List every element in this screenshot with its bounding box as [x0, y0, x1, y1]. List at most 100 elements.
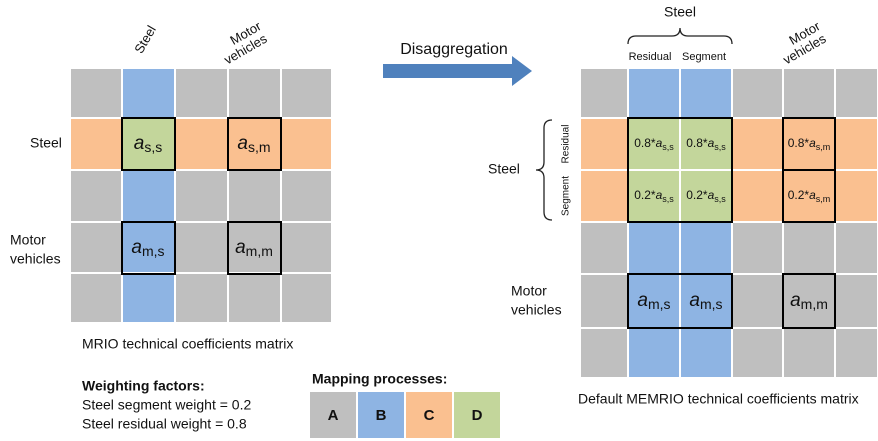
label: C [424, 407, 435, 424]
coefficient-subscript: s,s [662, 194, 674, 204]
matrix-cell [679, 327, 733, 379]
coefficient: as,s [134, 133, 162, 155]
coefficient-subscript: s,s [714, 142, 726, 152]
arrow [383, 56, 532, 86]
coefficient: 0.2*as,m [788, 188, 831, 204]
matrix-cell [227, 169, 282, 223]
matrix-cell [121, 272, 176, 324]
coefficient-symbol: a [708, 136, 715, 150]
matrix-cell [579, 327, 629, 379]
matrix-cell [280, 169, 333, 223]
matrix-cell [280, 272, 333, 324]
coefficient-prefix: 0.8* [686, 136, 708, 150]
coefficient: am,s [637, 290, 670, 312]
matrix-cell [69, 169, 123, 223]
coefficient-symbol: a [708, 188, 715, 202]
matrix-cell [782, 327, 836, 379]
highlight-box [627, 273, 733, 329]
matrix-cell [579, 67, 629, 119]
coefficient-subscript: s,m [248, 139, 271, 155]
coefficient-subscript: s,s [662, 142, 674, 152]
label: vehicles [511, 302, 562, 318]
matrix-cell [69, 67, 123, 119]
label: Steel residual weight = 0.8 [82, 416, 247, 432]
highlight-box [121, 117, 176, 171]
matrix-cell [731, 221, 784, 275]
matrix-cell [579, 169, 629, 223]
label: Steel [131, 23, 159, 56]
matrix-cell [174, 67, 229, 119]
label: Segment [561, 176, 572, 216]
coefficient-subscript: m,s [700, 296, 723, 312]
matrix-cell [579, 117, 629, 171]
caption: MRIO technical coefficients matrix [82, 336, 293, 352]
matrix-cell [834, 327, 878, 379]
label: Residual [561, 125, 572, 164]
matrix-cell [69, 221, 123, 274]
coefficient-symbol: a [237, 133, 248, 154]
matrix-cell [579, 273, 629, 329]
label: Steel [488, 161, 520, 177]
coefficient: 0.2*as,s [634, 188, 674, 204]
coefficient: 0.2*as,s [686, 188, 726, 204]
coefficient-symbol: a [637, 290, 648, 311]
label: Segment [682, 51, 726, 63]
matrix-cell [679, 221, 733, 275]
matrix-cell [174, 272, 229, 324]
matrix-cell [627, 327, 681, 379]
matrix-cell [627, 221, 681, 275]
coefficient-symbol: a [131, 237, 142, 258]
highlight-box [782, 273, 836, 329]
matrix-cell [834, 273, 878, 329]
coefficient: am,s [131, 237, 164, 259]
matrix-cell [834, 117, 878, 171]
matrix-cell [731, 327, 784, 379]
coefficient-subscript: s,m [816, 194, 831, 204]
matrix-cell [121, 67, 176, 119]
matrix-cell [579, 221, 629, 275]
label: Residual [629, 51, 672, 63]
label: vehicles [10, 251, 61, 267]
legend-title: Weighting factors: [82, 378, 205, 394]
coefficient-symbol: a [790, 290, 801, 311]
label: A [328, 407, 339, 424]
brace [627, 27, 733, 45]
coefficient: as,m [237, 133, 270, 155]
matrix-cell [280, 221, 333, 274]
coefficient-prefix: 0.2* [788, 188, 810, 202]
coefficient: am,m [790, 290, 828, 312]
legend-title: Mapping processes: [312, 371, 447, 387]
coefficient: am,m [235, 237, 273, 259]
matrix-cell [834, 169, 878, 223]
matrix-cell [731, 169, 784, 223]
legend-swatch [406, 392, 452, 438]
matrix-cell [782, 67, 836, 119]
matrix-cell [731, 273, 784, 329]
matrix-cell [174, 221, 229, 274]
coefficient-symbol: a [689, 290, 700, 311]
matrix-cell [280, 67, 333, 119]
coefficient-symbol: a [656, 188, 663, 202]
legend-swatch [358, 392, 404, 438]
brace [535, 119, 553, 221]
legend-swatch [310, 392, 356, 438]
coefficient: 0.8*as,m [788, 136, 831, 152]
coefficient: am,s [689, 290, 722, 312]
coefficient-subscript: s,s [144, 139, 162, 155]
label: Steel [664, 4, 696, 20]
matrix-cell [121, 169, 176, 223]
matrix-cell [69, 272, 123, 324]
coefficient-subscript: s,s [714, 194, 726, 204]
coefficient-prefix: 0.8* [634, 136, 656, 150]
matrix-cell [227, 272, 282, 324]
highlight-box [227, 221, 282, 275]
arrow-label: Disaggregation [400, 41, 508, 58]
coefficient-symbol: a [809, 136, 816, 150]
matrix-cell [679, 67, 733, 119]
coefficient-subscript: s,m [816, 142, 831, 152]
legend-swatch [454, 392, 500, 438]
caption: Default MEMRIO technical coefficients ma… [578, 391, 859, 407]
label: Steel segment weight = 0.2 [82, 397, 251, 413]
coefficient: 0.8*as,s [686, 136, 726, 152]
